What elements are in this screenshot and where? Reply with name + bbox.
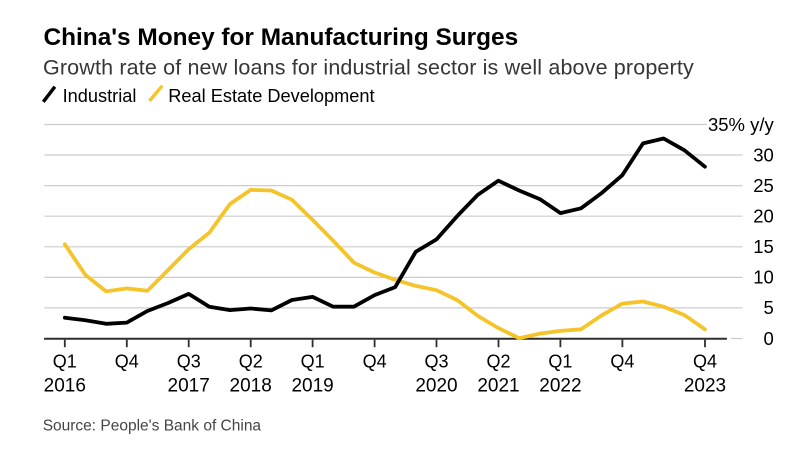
svg-text:5: 5: [764, 297, 774, 318]
svg-text:China's Money for Manufacturin: China's Money for Manufacturing Surges: [44, 24, 519, 51]
svg-text:35% y/y: 35% y/y: [708, 114, 775, 135]
svg-text:2022: 2022: [539, 376, 581, 397]
svg-text:20: 20: [753, 206, 774, 227]
svg-text:Source: People's Bank of China: Source: People's Bank of China: [43, 417, 262, 434]
svg-text:Real Estate Development: Real Estate Development: [168, 86, 374, 106]
svg-text:Q3: Q3: [424, 352, 448, 372]
svg-text:2017: 2017: [168, 376, 210, 397]
svg-text:2016: 2016: [44, 376, 86, 397]
svg-text:2020: 2020: [415, 376, 457, 397]
svg-text:Q4: Q4: [115, 352, 139, 372]
svg-text:2018: 2018: [230, 376, 272, 397]
svg-text:15: 15: [753, 236, 774, 257]
svg-text:10: 10: [753, 267, 774, 288]
svg-text:Q4: Q4: [693, 352, 717, 372]
svg-text:Q1: Q1: [548, 352, 572, 372]
svg-text:Growth rate of new loans for i: Growth rate of new loans for industrial …: [43, 56, 694, 80]
svg-text:Industrial: Industrial: [63, 86, 137, 106]
svg-text:0: 0: [764, 328, 774, 349]
svg-text:25: 25: [753, 175, 774, 196]
svg-text:30: 30: [753, 144, 774, 165]
svg-text:2023: 2023: [684, 376, 726, 397]
svg-text:Q1: Q1: [301, 352, 325, 372]
svg-text:2019: 2019: [291, 376, 333, 397]
svg-text:2021: 2021: [477, 376, 519, 397]
svg-text:Q2: Q2: [486, 352, 510, 372]
svg-text:Q4: Q4: [363, 352, 387, 372]
svg-text:Q3: Q3: [177, 352, 201, 372]
svg-text:Q1: Q1: [53, 352, 77, 372]
svg-text:Q4: Q4: [610, 352, 634, 372]
svg-text:Q2: Q2: [239, 352, 263, 372]
